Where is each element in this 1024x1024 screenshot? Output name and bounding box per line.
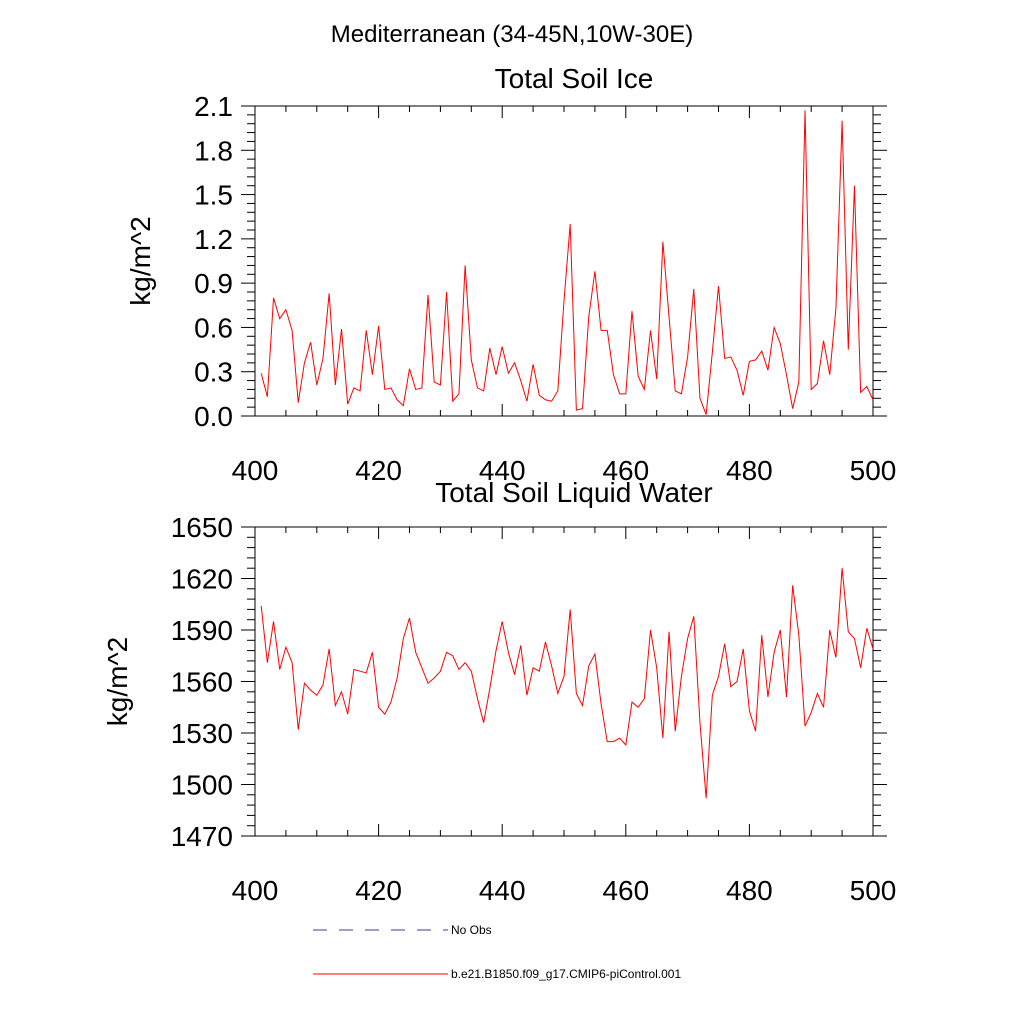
- panel-total-soil-ice: Total Soil Ice kg/m^2 400 420 440 460 480 500 0.…: [125, 63, 896, 486]
- y-tick-label: 1.8: [194, 135, 233, 166]
- y-tick-label: 1530: [171, 718, 233, 749]
- x-tick-label: 500: [850, 455, 897, 486]
- panel-total-soil-liquid-water: Total Soil Liquid Water kg/m^2 400 420 440 46…: [102, 477, 896, 906]
- y-tick-label: 0.9: [194, 268, 233, 299]
- series-line-b-e21-b1850-f09-g17-cmip6-picontrol-001: [260, 568, 874, 799]
- legend-model-label: b.e21.B1850.f09_g17.CMIP6-piControl.001: [451, 967, 681, 981]
- x-tick-label: 480: [726, 455, 773, 486]
- legend-obs-label: No Obs: [451, 923, 492, 937]
- legend: No Obs b.e21.B1850.f09_g17.CMIP6-piContr…: [313, 923, 681, 981]
- y-axis-label: kg/m^2: [125, 216, 156, 305]
- figure-title: Mediterranean (34-45N,10W-30E): [331, 21, 693, 48]
- x-tick-label: 400: [232, 455, 279, 486]
- y-tick-label: 0.0: [194, 401, 233, 432]
- plot-frame: [254, 526, 874, 837]
- x-tick-label: 460: [602, 455, 649, 486]
- y-tick-label: 1.5: [194, 180, 233, 211]
- y-tick-label: 1560: [171, 667, 233, 698]
- x-tick-label: 440: [479, 875, 526, 906]
- y-tick-label: 1.2: [194, 224, 233, 255]
- y-tick-label: 1620: [171, 564, 233, 595]
- y-tick-label: 1650: [171, 512, 233, 543]
- y-tick-label: 0.3: [194, 357, 233, 388]
- panel-title: Total Soil Liquid Water: [435, 477, 713, 508]
- panel-title: Total Soil Ice: [495, 63, 654, 94]
- y-tick-label: 1470: [171, 821, 233, 852]
- y-tick-label: 1500: [171, 770, 233, 801]
- y-tick-label: 2.1: [194, 91, 233, 122]
- plot-frame: [254, 105, 874, 417]
- x-tick-label: 400: [232, 875, 279, 906]
- x-tick-label: 440: [479, 455, 526, 486]
- x-tick-label: 500: [850, 875, 897, 906]
- y-tick-label: 1590: [171, 615, 233, 646]
- x-tick-label: 460: [602, 875, 649, 906]
- y-axis-label: kg/m^2: [102, 637, 133, 726]
- series-line-b-e21-b1850-f09-g17-cmip6-picontrol-001: [260, 110, 874, 415]
- x-tick-label: 420: [355, 875, 402, 906]
- x-tick-label: 420: [355, 455, 402, 486]
- y-tick-label: 0.6: [194, 312, 233, 343]
- x-tick-label: 480: [726, 875, 773, 906]
